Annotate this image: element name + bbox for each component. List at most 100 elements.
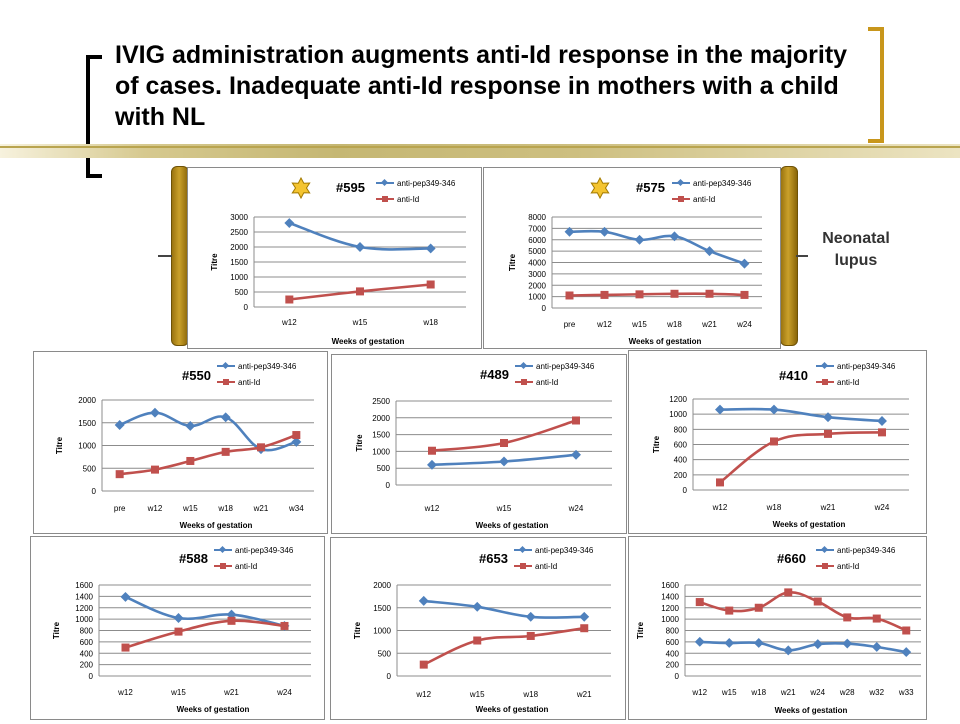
chart-575: #575 anti-pep349-346 anti-Id 0 1000 2000 3000 4…: [508, 176, 762, 346]
x-tick-label: w32: [868, 688, 884, 697]
y-tick-label: 6000: [528, 236, 546, 245]
data-point: [473, 636, 482, 645]
y-tick-label: 1000: [372, 447, 390, 456]
star-icon: [590, 176, 610, 200]
legend-label: anti-pep349-346: [238, 362, 297, 371]
data-point: [877, 416, 887, 426]
series-line: [719, 431, 883, 484]
y-tick-label: 1200: [669, 395, 687, 404]
x-axis-label: Weeks of gestation: [476, 705, 549, 714]
data-point: [220, 412, 231, 423]
data-point: [526, 631, 535, 640]
x-tick-label: w21: [820, 503, 836, 512]
data-point: [716, 478, 724, 487]
x-tick-label: w24: [736, 320, 752, 329]
data-point: [901, 647, 912, 658]
data-point: [427, 459, 437, 470]
x-tick-label: w18: [766, 503, 782, 512]
legend-marker: [518, 545, 527, 554]
x-axis-label: Weeks of gestation: [775, 706, 848, 715]
legend-label: anti-pep349-346: [397, 179, 456, 188]
x-tick-label: w21: [701, 320, 717, 329]
data-point: [740, 290, 749, 299]
data-point: [418, 595, 429, 606]
y-axis-label: Titre: [636, 621, 645, 639]
y-tick-label: 500: [83, 464, 97, 473]
data-point: [428, 446, 436, 455]
series-line: [423, 599, 585, 619]
data-point: [150, 407, 160, 418]
x-axis-label: Weeks of gestation: [773, 520, 846, 529]
y-tick-label: 3000: [528, 270, 546, 279]
data-point: [725, 606, 734, 615]
chart-panel-489: #489 anti-pep349-346 anti-Id 0 500 1000 1500 20…: [331, 354, 627, 534]
data-point: [842, 638, 853, 649]
data-point: [694, 636, 705, 647]
y-tick-label: 500: [378, 649, 392, 658]
y-tick-label: 2000: [373, 581, 391, 590]
data-point: [356, 287, 364, 296]
neonatal-lupus-label: Neonatal lupus: [822, 230, 890, 269]
x-tick-label: w12: [424, 504, 440, 513]
y-axis-label: Titre: [353, 621, 362, 639]
x-tick-label: w21: [780, 688, 796, 697]
y-tick-label: 2000: [372, 414, 390, 423]
legend-label: anti-Id: [837, 378, 859, 387]
legend-marker: [218, 545, 227, 554]
data-point: [120, 591, 131, 602]
y-axis-label: Titre: [508, 253, 517, 271]
x-tick-label: w15: [631, 320, 647, 329]
data-point: [770, 437, 778, 446]
chart-595: #595 anti-pep349-346 anti-Id 0 500 1000 1500 20…: [210, 176, 466, 346]
y-tick-label: 400: [674, 456, 688, 465]
chart-panel-575: #575 anti-pep349-346 anti-Id 0 1000 2000 3000 4…: [483, 167, 781, 349]
chart-panel-550: #550 anti-pep349-346 anti-Id 0 500 1000 1500 20…: [33, 351, 328, 534]
chart-panel-410: #410 anti-pep349-346 anti-Id 0 200 400 600 800 1…: [628, 350, 927, 534]
data-point: [783, 645, 794, 656]
chart-title: #575: [636, 180, 665, 195]
y-tick-label: 0: [244, 303, 249, 312]
data-point: [872, 614, 881, 623]
x-tick-label: w21: [223, 688, 239, 697]
data-point: [355, 242, 365, 252]
y-tick-label: 7000: [528, 224, 546, 233]
data-point: [600, 290, 609, 299]
data-point: [114, 420, 125, 430]
star-icon: [291, 176, 311, 200]
x-tick-label: w18: [217, 504, 233, 513]
legend-marker: [822, 563, 828, 569]
x-tick-label: w15: [721, 688, 737, 697]
y-tick-label: 4000: [528, 259, 546, 268]
y-tick-label: 600: [666, 638, 680, 647]
legend-label: anti-Id: [235, 562, 257, 571]
data-point: [753, 638, 764, 648]
x-tick-label: w34: [288, 504, 304, 513]
y-tick-label: 1000: [78, 442, 96, 451]
x-tick-label: w12: [415, 690, 431, 699]
data-point: [292, 431, 301, 440]
legend-marker: [676, 178, 685, 187]
data-point: [227, 616, 236, 625]
chart-title: #550: [182, 368, 211, 383]
y-tick-label: 1400: [75, 592, 93, 601]
legend-label: anti-Id: [535, 562, 557, 571]
y-tick-label: 0: [89, 672, 94, 681]
x-tick-label: w15: [352, 318, 368, 327]
x-tick-label: w15: [182, 504, 198, 513]
chart-panel-653: #653 anti-pep349-346 anti-Id 0 500 1000 1500 20…: [330, 537, 626, 720]
x-axis-label: Weeks of gestation: [476, 521, 549, 530]
data-point: [257, 443, 265, 452]
x-axis-label: Weeks of gestation: [332, 337, 405, 346]
x-tick-label: w24: [568, 504, 584, 513]
data-point: [174, 627, 183, 636]
y-tick-label: 1000: [669, 410, 687, 419]
chart-550: #550 anti-pep349-346 anti-Id 0 500 1000 1500 20…: [55, 361, 314, 530]
data-point: [284, 218, 295, 228]
x-tick-label: w12: [596, 320, 612, 329]
legend-label: anti-pep349-346: [837, 362, 896, 371]
y-tick-label: 0: [542, 304, 547, 313]
x-tick-label: w12: [147, 504, 163, 513]
x-tick-label: pre: [114, 504, 126, 513]
y-tick-label: 1000: [528, 293, 546, 302]
data-point: [121, 643, 130, 652]
